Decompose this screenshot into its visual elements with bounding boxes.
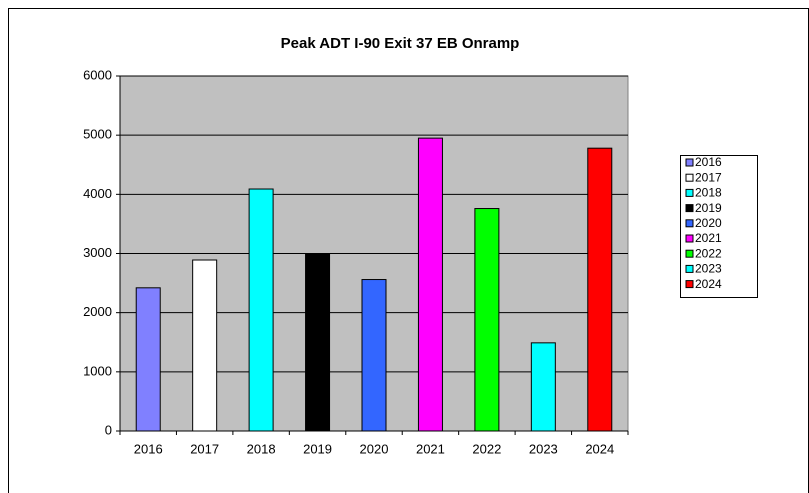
bar xyxy=(248,188,274,432)
x-tick-label: 2021 xyxy=(416,441,445,456)
legend-swatch xyxy=(685,219,694,228)
legend-swatch xyxy=(685,204,694,213)
bar xyxy=(305,253,331,432)
y-tick-label: 3000 xyxy=(83,245,112,260)
chart-title: Peak ADT I-90 Exit 37 EB Onramp xyxy=(281,35,520,52)
y-tick-label: 5000 xyxy=(83,127,112,142)
legend-label: 2017 xyxy=(695,170,722,184)
x-tick-label: 2019 xyxy=(303,441,332,456)
y-tick-label: 4000 xyxy=(83,186,112,201)
x-tick-label: 2017 xyxy=(190,441,219,456)
x-tick-label: 2022 xyxy=(472,441,501,456)
y-tick-label: 0 xyxy=(105,422,112,437)
x-tick-label: 2016 xyxy=(134,441,163,456)
legend-label: 2024 xyxy=(695,277,722,291)
legend-label: 2022 xyxy=(695,246,722,260)
legend-swatch xyxy=(685,188,694,197)
legend-label: 2020 xyxy=(695,216,722,230)
legend-label: 2016 xyxy=(695,155,722,169)
legend-swatch xyxy=(685,249,694,258)
legend-swatch xyxy=(685,264,694,273)
legend-swatch xyxy=(685,158,694,167)
legend-swatch xyxy=(685,280,694,289)
legend-label: 2019 xyxy=(695,201,722,215)
legend-label: 2021 xyxy=(695,231,722,245)
bar xyxy=(417,137,443,432)
bar xyxy=(474,208,500,432)
y-tick-label: 2000 xyxy=(83,304,112,319)
x-tick-label: 2023 xyxy=(529,441,558,456)
bar xyxy=(361,279,387,432)
legend-label: 2023 xyxy=(695,262,722,276)
x-tick-label: 2020 xyxy=(360,441,389,456)
legend-swatch xyxy=(685,173,694,182)
bar xyxy=(530,342,556,432)
x-tick-label: 2024 xyxy=(585,441,614,456)
legend-label: 2018 xyxy=(695,186,722,200)
y-tick-label: 1000 xyxy=(83,363,112,378)
y-tick-label: 6000 xyxy=(83,67,112,82)
x-tick-label: 2018 xyxy=(247,441,276,456)
bar xyxy=(587,147,613,432)
bar xyxy=(135,287,161,432)
legend-swatch xyxy=(685,234,694,243)
bar xyxy=(192,259,218,432)
